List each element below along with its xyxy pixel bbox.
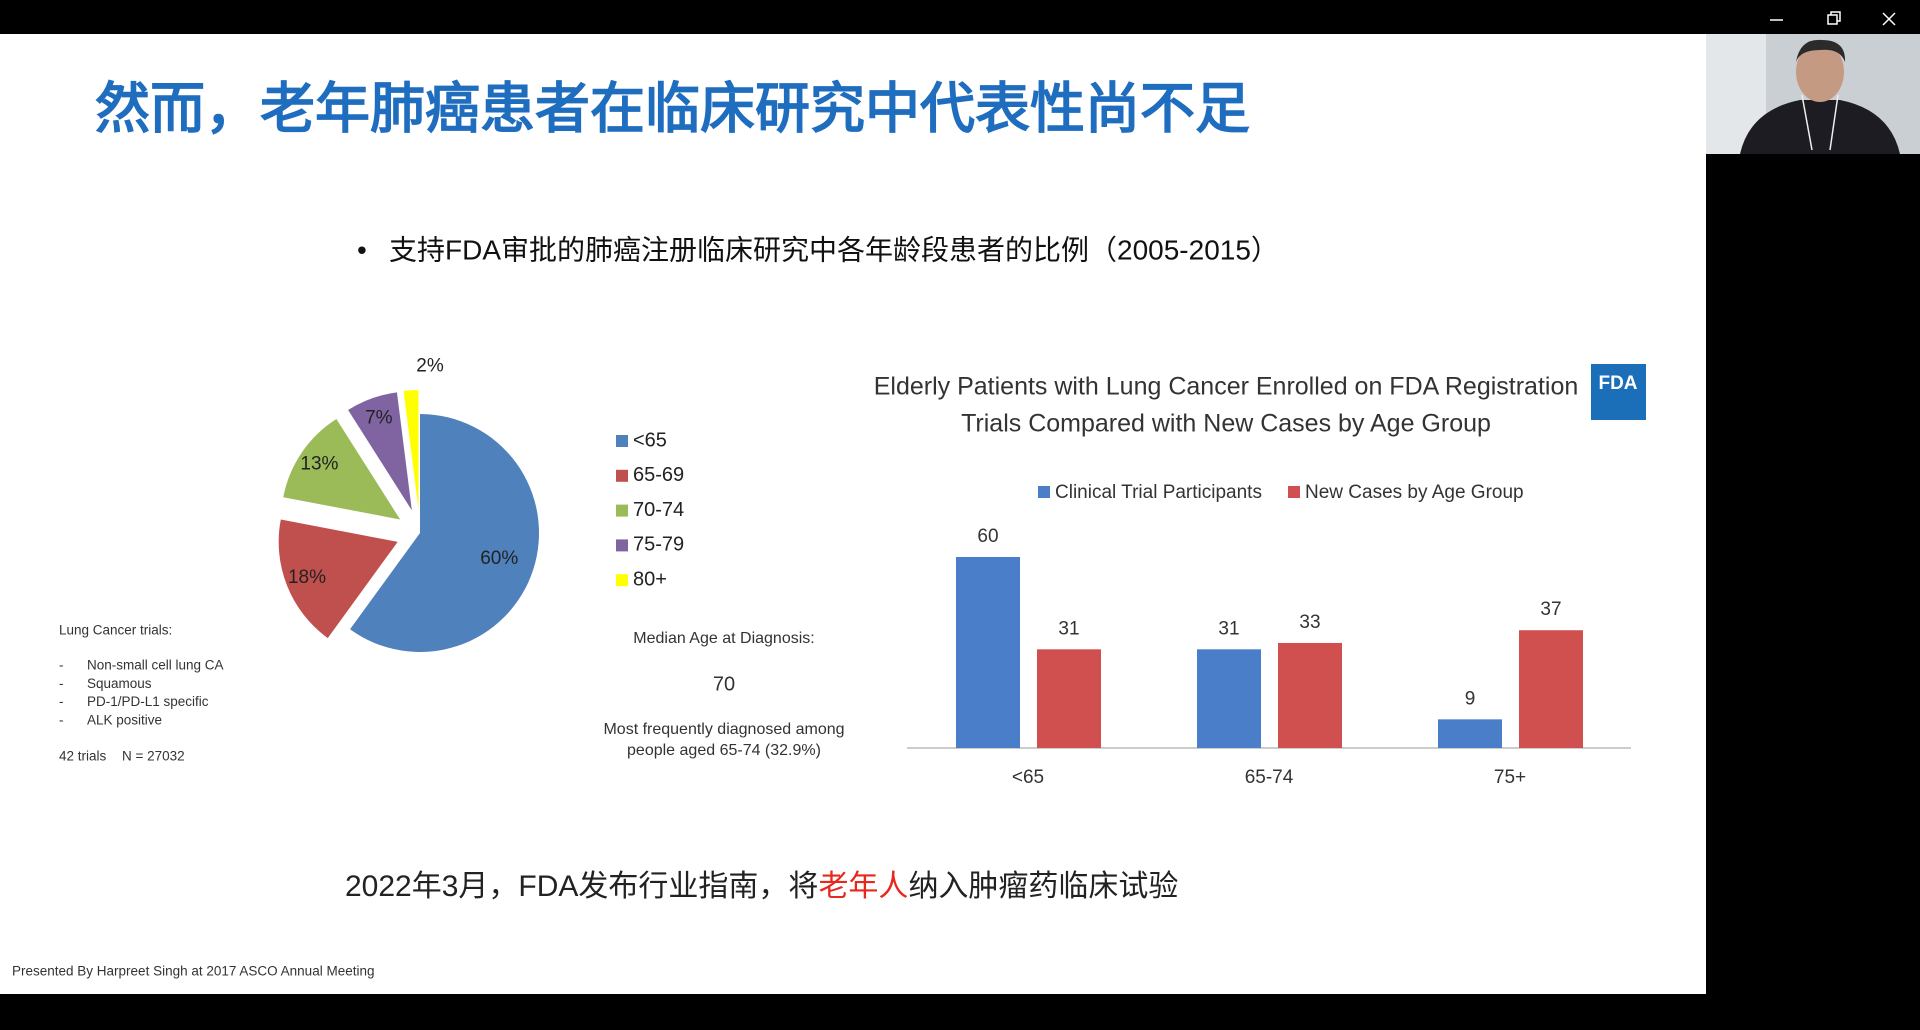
median-line: people aged 65-74 (32.9%) <box>627 742 821 759</box>
list-item: Squamous <box>87 676 152 691</box>
bar-value-label: 31 <box>1058 618 1079 639</box>
list-item: ALK positive <box>87 712 162 727</box>
legend-swatch <box>616 504 628 517</box>
chart-title: Elderly Patients with Lung Cancer Enroll… <box>874 373 1579 401</box>
median-line: Most frequently diagnosed among <box>603 721 844 738</box>
logo-text: FDA <box>1598 373 1637 394</box>
logo-box <box>1591 364 1646 420</box>
statement-highlight: 老年人 <box>818 870 908 903</box>
chart-title: Trials Compared with New Cases by Age Gr… <box>961 410 1491 438</box>
note-n: N = 27032 <box>122 749 185 764</box>
window-controls <box>1770 11 1896 26</box>
legend-label: Clinical Trial Participants <box>1055 482 1262 503</box>
bullet-dot: • <box>357 234 367 265</box>
pie-slice <box>403 390 419 510</box>
legend-swatch <box>616 469 628 482</box>
bar-value-label: 9 <box>1465 688 1476 709</box>
list-item: PD-1/PD-L1 specific <box>87 694 209 709</box>
bar-value-label: 60 <box>977 526 998 547</box>
legend-label: 65-69 <box>633 464 684 486</box>
note-trials: 42 trials <box>59 749 107 764</box>
bar <box>1519 630 1583 748</box>
legend-label: <65 <box>633 429 667 451</box>
x-tick-label: <65 <box>1012 767 1044 788</box>
pie-label: 7% <box>365 408 393 429</box>
pie-label: 2% <box>416 355 444 376</box>
note-heading: Lung Cancer trials: <box>59 623 172 638</box>
legend-label: 75-79 <box>633 534 684 556</box>
pie-chart: 60% <65 18% 65-69 13% 70-74 7% 75-79 2% 80+ <box>278 355 684 653</box>
legend-swatch <box>616 539 628 552</box>
restore-button[interactable] <box>1827 11 1841 25</box>
bar <box>1278 642 1342 748</box>
statement-part: 纳入肿瘤药临床试验 <box>908 870 1178 903</box>
list-dash: - <box>59 712 64 727</box>
legend-label: 70-74 <box>633 499 684 521</box>
webcam <box>1706 34 1920 154</box>
bar <box>1037 649 1101 748</box>
legend-swatch <box>1038 486 1050 498</box>
legend-label: 80+ <box>633 568 667 590</box>
statement-part: 2022年3月，FDA发布行业指南，将 <box>345 870 818 903</box>
bullet-text: 支持FDA审批的肺癌注册临床研究中各年龄段患者的比例（2005-2015） <box>389 234 1279 265</box>
x-tick-label: 65-74 <box>1245 767 1294 788</box>
x-tick-label: 75+ <box>1494 767 1526 788</box>
bar <box>1197 649 1261 748</box>
list-dash: - <box>59 658 64 673</box>
pie-label: 60% <box>480 548 518 569</box>
statement: 2022年3月，FDA发布行业指南，将老年人纳入肿瘤药临床试验 <box>345 870 1178 903</box>
bar-value-label: 33 <box>1299 612 1320 633</box>
median-heading: Median Age at Diagnosis: <box>633 630 814 647</box>
legend-swatch <box>616 574 628 587</box>
list-dash: - <box>59 676 64 691</box>
pie-slice <box>283 419 401 520</box>
note-list: - Non-small cell lung CA - Squamous - PD-1/PD… <box>59 658 224 728</box>
list-dash: - <box>59 694 64 709</box>
slide <box>0 34 1706 994</box>
pie-slice <box>348 392 412 511</box>
pie-slice <box>350 413 539 653</box>
bar-chart: Elderly Patients with Lung Cancer Enroll… <box>874 364 1646 788</box>
legend-swatch <box>1288 486 1300 498</box>
slide-title: 然而，老年肺癌患者在临床研究中代表性尚不足 <box>95 78 1250 140</box>
bar-value-label: 37 <box>1540 599 1561 620</box>
bar <box>956 557 1020 748</box>
legend-label: New Cases by Age Group <box>1305 482 1524 503</box>
bar-value-label: 31 <box>1218 618 1239 639</box>
trials-note: Lung Cancer trials: - Non-small cell lung… <box>59 623 224 764</box>
pie-label: 13% <box>300 454 338 475</box>
close-button[interactable] <box>1882 12 1896 26</box>
list-item: Non-small cell lung CA <box>87 658 224 673</box>
median-value: 70 <box>713 673 735 695</box>
median-note: Median Age at Diagnosis: 70 Most frequen… <box>603 630 844 759</box>
bar <box>1438 719 1502 748</box>
legend-swatch <box>616 435 628 447</box>
credit: Presented By Harpreet Singh at 2017 ASCO… <box>12 964 374 979</box>
pie-label: 18% <box>288 567 326 588</box>
pie-slice <box>278 519 398 639</box>
